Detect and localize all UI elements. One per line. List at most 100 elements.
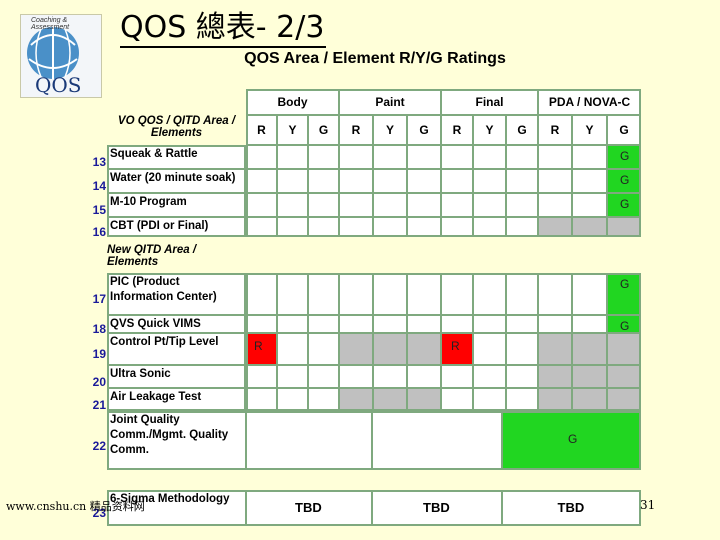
rating-cell bbox=[441, 193, 473, 217]
row-number: 20 bbox=[92, 374, 106, 389]
row-label-cell bbox=[107, 273, 246, 315]
page-number: 31 bbox=[640, 498, 656, 512]
section-header-vo: VO QOS / QITD Area / Elements bbox=[117, 115, 236, 139]
rating-mark-g: G bbox=[620, 197, 630, 211]
rating-cell bbox=[277, 315, 308, 333]
rating-mark-g: G bbox=[620, 277, 630, 291]
row-label: M-10 Program bbox=[110, 196, 187, 208]
row-number: 23 bbox=[92, 506, 106, 520]
slide-subtitle: QOS Area / Element R/Y/G Ratings bbox=[244, 50, 506, 67]
rating-cell bbox=[339, 169, 373, 193]
rating-cell bbox=[339, 193, 373, 217]
rating-cell bbox=[246, 145, 277, 169]
rating-cell bbox=[308, 333, 339, 365]
row-number: 17 bbox=[92, 292, 106, 306]
rating-col-letter: G bbox=[318, 123, 329, 137]
section2-frame bbox=[246, 273, 641, 411]
rating-cell bbox=[538, 145, 572, 169]
logo-bottom-text: QOS bbox=[35, 73, 82, 97]
tbd-text: TBD bbox=[295, 500, 322, 515]
rating-col-header bbox=[441, 115, 473, 145]
rating-cell bbox=[373, 145, 407, 169]
rating-col-letter: Y bbox=[485, 123, 494, 137]
rating-cell bbox=[339, 365, 373, 388]
rating-cell bbox=[506, 365, 538, 388]
rating-cell bbox=[538, 273, 572, 315]
rating-cell bbox=[339, 273, 373, 315]
rating-cell bbox=[572, 333, 607, 365]
subtitle-wrap: QOS Area / Element R/Y/G Ratings bbox=[0, 50, 720, 68]
row22-frame bbox=[107, 411, 641, 470]
rating-cell bbox=[246, 273, 277, 315]
rating-cell bbox=[373, 315, 407, 333]
rating-mark-g: G bbox=[620, 319, 630, 333]
rating-cell bbox=[407, 333, 441, 365]
rating-cell bbox=[277, 365, 308, 388]
rating-cell bbox=[572, 193, 607, 217]
row-label: QVS Quick VIMS bbox=[110, 318, 201, 330]
rating-cell bbox=[538, 365, 572, 388]
rating-cell bbox=[308, 169, 339, 193]
rating-cell bbox=[506, 315, 538, 333]
rating-col-header bbox=[506, 115, 538, 145]
row23-frame bbox=[107, 490, 641, 526]
rating-cell bbox=[407, 193, 441, 217]
rating-cell bbox=[506, 145, 538, 169]
rating-col-header bbox=[538, 115, 572, 145]
footer-source: www.cnshu.cn 精品资料网 bbox=[6, 500, 145, 513]
rating-cell bbox=[339, 145, 373, 169]
rating-cell bbox=[277, 145, 308, 169]
rating-cell bbox=[538, 169, 572, 193]
rating-cell bbox=[277, 193, 308, 217]
rating-cell bbox=[441, 315, 473, 333]
rating-col-letter: R bbox=[257, 123, 266, 137]
rating-col-letter: G bbox=[419, 123, 429, 137]
rating-cell bbox=[308, 365, 339, 388]
rating-cell bbox=[407, 273, 441, 315]
row-number: 18 bbox=[92, 322, 106, 336]
rating-col-header bbox=[473, 115, 506, 145]
rating-cell bbox=[373, 169, 407, 193]
rating-col-letter: R bbox=[452, 123, 462, 137]
rating-cell bbox=[538, 333, 572, 365]
rating-mark-g: G bbox=[568, 432, 578, 446]
row-label-cell bbox=[107, 333, 246, 365]
row-number: 13 bbox=[92, 155, 106, 169]
rating-cell-green bbox=[607, 193, 641, 217]
tbd-cell bbox=[246, 490, 372, 526]
rating-cell bbox=[473, 333, 506, 365]
rating-cell bbox=[572, 365, 607, 388]
tbd-text: TBD bbox=[557, 500, 585, 515]
rating-cell bbox=[572, 145, 607, 169]
row-label-cell bbox=[107, 169, 246, 193]
rating-cell bbox=[473, 169, 506, 193]
rating-cell bbox=[572, 273, 607, 315]
rating-cell bbox=[339, 315, 373, 333]
rating-cell bbox=[246, 169, 277, 193]
rating-mark-g: G bbox=[620, 173, 630, 187]
rating-col-letter: Y bbox=[288, 123, 297, 137]
row-label: Joint Quality Comm./Mgmt. Quality Comm. bbox=[110, 414, 229, 456]
rating-cell bbox=[407, 145, 441, 169]
rating-col-header bbox=[572, 115, 607, 145]
rating-cell bbox=[277, 333, 308, 365]
rating-cell bbox=[441, 169, 473, 193]
row-label: Water (20 minute soak) bbox=[110, 172, 236, 184]
section-header-new: New QITD Area / Elements bbox=[107, 244, 197, 268]
rating-mark-r: R bbox=[254, 339, 263, 353]
logo: Coaching & Assessment QOS bbox=[20, 14, 102, 98]
rating-mark-g: G bbox=[620, 149, 630, 163]
rating-cell bbox=[308, 193, 339, 217]
group-header-label: PDA / NOVA-C bbox=[548, 95, 631, 109]
rating-cell bbox=[308, 273, 339, 315]
rating-col-header bbox=[277, 115, 308, 145]
row-label: PIC (Product Information Center) bbox=[110, 276, 217, 303]
rating-cell bbox=[373, 333, 407, 365]
rating-cell bbox=[473, 365, 506, 388]
rating-cell bbox=[572, 315, 607, 333]
rating-cell bbox=[407, 315, 441, 333]
row-number: 15 bbox=[92, 203, 106, 217]
row-label: Air Leakage Test bbox=[110, 391, 202, 403]
rating-cell bbox=[407, 365, 441, 388]
rating-cell-green bbox=[607, 169, 641, 193]
